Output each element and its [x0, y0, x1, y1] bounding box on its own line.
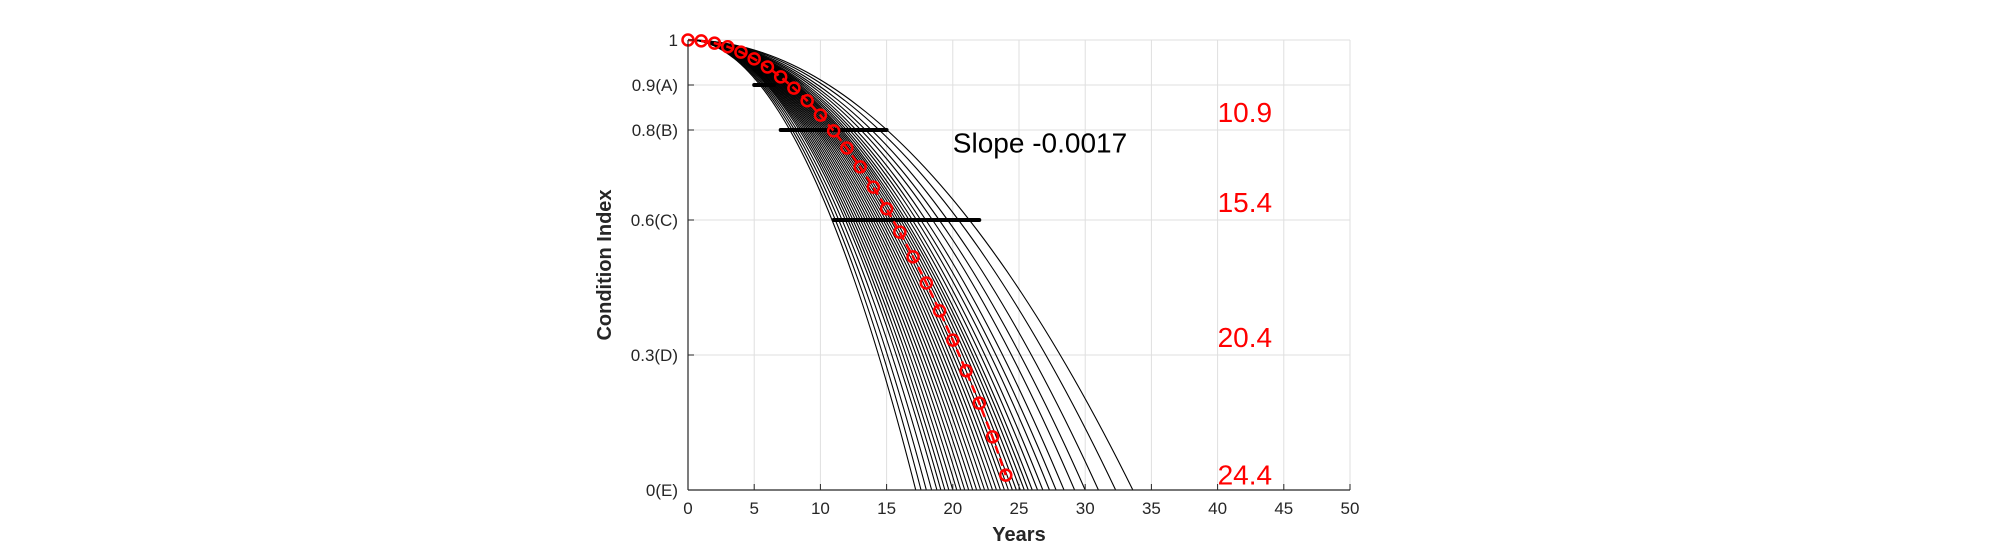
- mean-series-point: [866, 180, 881, 194]
- years-to-threshold-label: 10.9: [1218, 97, 1273, 128]
- y-tick-label: 0.8(B): [632, 121, 678, 140]
- y-tick-label: 0(E): [646, 481, 678, 500]
- x-axis-title: Years: [992, 524, 1045, 546]
- mean-series-point: [906, 250, 920, 264]
- x-tick-label: 20: [943, 499, 962, 518]
- mean-series-point: [985, 430, 1000, 444]
- mean-series-point: [946, 333, 960, 347]
- mean-series-point: [999, 468, 1013, 482]
- deterioration-curve: [687, 39, 1065, 491]
- mean-series-point: [919, 276, 934, 290]
- mean-series-line: [687, 38, 1007, 476]
- x-tick-label: 10: [811, 499, 830, 518]
- y-tick-label: 0.9(A): [632, 76, 678, 95]
- mean-series-point: [972, 396, 987, 410]
- mean-series-point: [826, 124, 841, 138]
- x-tick-label: 40: [1208, 499, 1227, 518]
- deterioration-curve: [687, 39, 1117, 491]
- x-tick-label: 5: [749, 499, 758, 518]
- curve-layer: [687, 39, 1134, 491]
- years-to-threshold-label: 24.4: [1218, 459, 1273, 490]
- axis-layer: 0 5 10 15 20 25 30 35 40 45 50 0(E) 0.3(D) 0.6(C) 0.8(…: [631, 31, 1360, 518]
- mean-series-point: [747, 52, 761, 66]
- mean-series-point: [932, 304, 947, 318]
- years-to-threshold-label: 15.4: [1218, 187, 1273, 218]
- x-tick-label: 30: [1076, 499, 1095, 518]
- mean-series-point: [720, 40, 735, 54]
- slope-annotation: Slope -0.0017: [953, 128, 1127, 159]
- mean-series-point: [959, 364, 973, 378]
- x-tick-label: 35: [1142, 499, 1161, 518]
- mean-series-point: [694, 34, 708, 48]
- mean-series-point: [840, 141, 854, 155]
- x-tick-label: 15: [877, 499, 896, 518]
- mean-series-point: [787, 81, 801, 95]
- x-tick-label: 25: [1010, 499, 1029, 518]
- y-tick-label: 1: [669, 31, 678, 50]
- x-tick-label: 0: [683, 499, 692, 518]
- mean-series-point: [813, 108, 828, 122]
- x-tick-label: 45: [1274, 499, 1293, 518]
- mean-series-point: [707, 36, 722, 50]
- years-to-threshold-label: 20.4: [1218, 322, 1273, 353]
- mean-series-point: [734, 45, 748, 59]
- mean-series-point: [773, 70, 788, 84]
- mean-series-point: [893, 225, 907, 239]
- mean-series-point: [760, 60, 775, 74]
- y-tick-label: 0.3(D): [631, 346, 678, 365]
- x-tick-label: 50: [1341, 499, 1360, 518]
- mean-series-point: [879, 202, 894, 216]
- deterioration-curve: [687, 39, 1099, 491]
- label-layer: Years Condition Index Slope -0.0017 10.9 15.…: [594, 97, 1272, 546]
- mean-series-point: [853, 160, 867, 174]
- mean-series-layer: [681, 33, 1013, 482]
- deterioration-curve: [687, 39, 1134, 491]
- y-tick-label: 0.6(C): [631, 211, 678, 230]
- y-axis-title: Condition Index: [594, 189, 616, 340]
- mean-series-point: [800, 94, 814, 108]
